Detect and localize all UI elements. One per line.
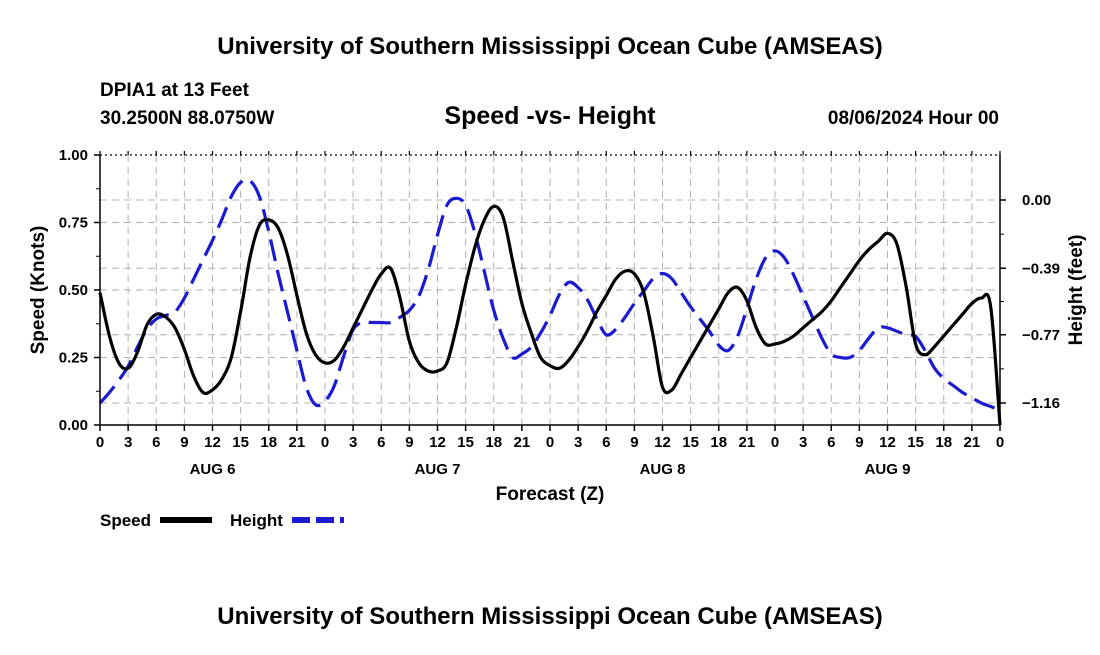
- x-tick-label: 18: [710, 434, 727, 451]
- x-tick-label: 3: [799, 434, 807, 451]
- x-tick-label: 3: [124, 434, 132, 451]
- y2-tick-label: −0.77: [1022, 327, 1060, 344]
- x-tick-label: 9: [855, 434, 863, 451]
- x-axis-label: Forecast (Z): [496, 484, 605, 505]
- legend-label-height: Height: [230, 511, 283, 530]
- x-tick-label: 21: [514, 434, 531, 451]
- y-tick-label: 1.00: [59, 147, 88, 164]
- y-tick-label: 0.50: [59, 282, 88, 299]
- day-label: AUG 6: [190, 461, 236, 478]
- x-tick-label: 6: [827, 434, 835, 451]
- y2-tick-label: −1.16: [1022, 395, 1060, 412]
- x-tick-label: 15: [232, 434, 249, 451]
- location-label: 30.2500N 88.0750W: [100, 108, 274, 129]
- series-group: [98, 178, 1002, 426]
- x-tick-label: 18: [485, 434, 502, 451]
- day-label: AUG 8: [640, 461, 686, 478]
- x-tick-label: 18: [260, 434, 277, 451]
- chart-title: Speed -vs- Height: [444, 102, 656, 130]
- x-tick-label: 0: [321, 434, 329, 451]
- y2-tick-label: −0.39: [1022, 260, 1060, 277]
- x-tick-label: 0: [546, 434, 554, 451]
- ticks: 0 3 6 9 12 15 18 21 0 3 6 9 12 15 18 21 0 3 6 9 12 15 18 21 0 3 6 9…: [59, 147, 1060, 478]
- x-tick-label: 6: [377, 434, 385, 451]
- x-tick-label: 12: [879, 434, 896, 451]
- legend: Speed Height: [100, 511, 344, 530]
- y-tick-label: 0.25: [59, 350, 88, 367]
- x-tick-label: 21: [964, 434, 981, 451]
- page-title: University of Southern Mississippi Ocean…: [217, 33, 882, 60]
- x-tick-label: 18: [935, 434, 952, 451]
- legend-label-speed: Speed: [100, 511, 151, 530]
- footer-title: University of Southern Mississippi Ocean…: [217, 603, 882, 630]
- x-tick-label: 15: [907, 434, 924, 451]
- x-tick-label: 0: [996, 434, 1004, 451]
- x-tick-label: 3: [349, 434, 357, 451]
- x-tick-label: 12: [429, 434, 446, 451]
- forecast-time: 08/06/2024 Hour 00: [828, 108, 999, 129]
- x-tick-label: 0: [96, 434, 104, 451]
- y2-tick-label: 0.00: [1022, 192, 1051, 209]
- x-tick-label: 6: [602, 434, 610, 451]
- x-tick-label: 9: [180, 434, 188, 451]
- x-tick-label: 0: [771, 434, 779, 451]
- x-tick-label: 15: [682, 434, 699, 451]
- x-tick-label: 3: [574, 434, 582, 451]
- x-tick-label: 12: [654, 434, 671, 451]
- day-label: AUG 7: [415, 461, 461, 478]
- x-tick-label: 21: [739, 434, 756, 451]
- y-tick-label: 0.00: [59, 417, 88, 434]
- series-line-speed: [98, 204, 1002, 426]
- x-tick-label: 6: [152, 434, 160, 451]
- station-label: DPIA1 at 13 Feet: [100, 80, 250, 101]
- series-line-height: [98, 178, 1001, 412]
- day-label: AUG 9: [865, 461, 911, 478]
- x-tick-label: 15: [457, 434, 474, 451]
- x-tick-label: 9: [405, 434, 413, 451]
- y-tick-label: 0.75: [59, 215, 88, 232]
- x-tick-label: 9: [630, 434, 638, 451]
- x-tick-label: 12: [204, 434, 221, 451]
- y-axis-label: Speed (Knots): [28, 226, 49, 355]
- x-tick-label: 21: [289, 434, 306, 451]
- y2-axis-label: Height (feet): [1066, 235, 1087, 346]
